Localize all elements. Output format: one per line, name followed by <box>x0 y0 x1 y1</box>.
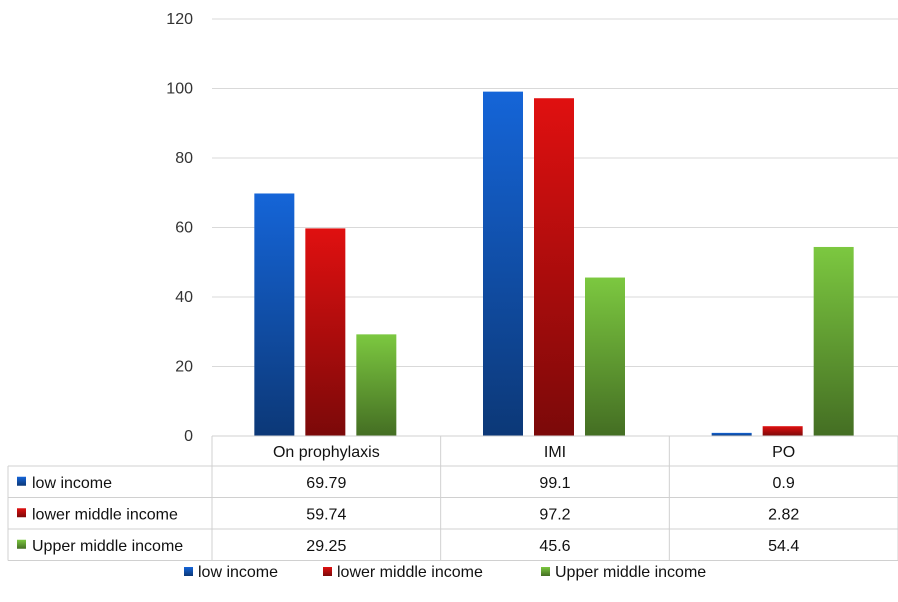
bar-upper-middle-income-0 <box>356 334 397 436</box>
bar-upper-middle-income-2 <box>813 246 854 436</box>
table-cell-value: 59.74 <box>306 506 346 523</box>
legend-label: low income <box>198 564 278 581</box>
table-cell-value: 0.9 <box>773 475 795 492</box>
table-row-label: low income <box>32 475 112 492</box>
bar-lower-middle-income-2 <box>762 426 803 436</box>
y-tick-label: 20 <box>175 359 193 376</box>
table-row-label: Upper middle income <box>32 538 183 555</box>
y-tick-label: 80 <box>175 150 193 167</box>
bar-low-income-2 <box>711 432 752 436</box>
table-cell-value: 45.6 <box>539 538 570 555</box>
table-cell-value: 2.82 <box>768 506 799 523</box>
bar-low-income-0 <box>254 193 295 436</box>
bar-low-income-1 <box>483 91 523 436</box>
table-legend-key <box>17 476 26 486</box>
legend-label: Upper middle income <box>555 564 706 581</box>
y-tick-label: 100 <box>166 81 193 98</box>
y-axis-ticks: 0 20 40 60 80 100 120 <box>166 11 193 445</box>
table-cell-value: 97.2 <box>539 506 570 523</box>
y-tick-label: 60 <box>175 220 193 237</box>
table-cell-value: 69.79 <box>306 475 346 492</box>
table-legend-key <box>17 508 26 518</box>
legend-key <box>184 567 193 576</box>
bar-lower-middle-income-1 <box>534 98 574 436</box>
y-tick-label: 120 <box>166 11 193 28</box>
x-category-label: IMI <box>544 444 566 461</box>
legend-key <box>323 567 332 576</box>
legend-label: lower middle income <box>337 564 483 581</box>
table-cell-value: 54.4 <box>768 538 799 555</box>
bar-lower-middle-income-0 <box>305 228 346 436</box>
x-category-label: On prophylaxis <box>273 444 380 461</box>
data-table: On prophylaxis IMI PO low income 69.79 99.1 0.… <box>7 435 898 561</box>
table-legend-key <box>17 539 26 549</box>
legend: low income lower middle income Upper middl… <box>184 564 706 581</box>
table-row-label: lower middle income <box>32 506 178 523</box>
legend-key <box>541 567 550 576</box>
bar-upper-middle-income-1 <box>585 277 625 436</box>
y-tick-label: 0 <box>184 428 193 445</box>
table-cell-value: 99.1 <box>539 475 570 492</box>
x-category-label: PO <box>772 444 795 461</box>
y-tick-label: 40 <box>175 289 193 306</box>
table-cell-value: 29.25 <box>306 538 346 555</box>
bars <box>254 91 854 436</box>
